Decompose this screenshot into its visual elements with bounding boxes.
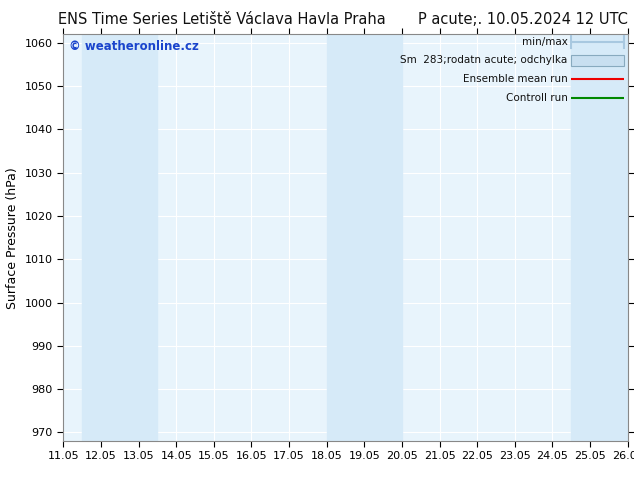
Text: Sm  283;rodatn acute; odchylka: Sm 283;rodatn acute; odchylka bbox=[400, 55, 567, 65]
Bar bbox=[571, 34, 628, 441]
Bar bbox=[82, 34, 157, 441]
Text: ENS Time Series Letiště Václava Havla Praha: ENS Time Series Letiště Václava Havla Pr… bbox=[58, 12, 385, 27]
Text: © weatheronline.cz: © weatheronline.cz bbox=[69, 40, 199, 53]
Text: Controll run: Controll run bbox=[505, 93, 567, 102]
Bar bbox=[327, 34, 402, 441]
Text: P acute;. 10.05.2024 12 UTC: P acute;. 10.05.2024 12 UTC bbox=[418, 12, 628, 27]
Text: min/max: min/max bbox=[522, 37, 567, 47]
Y-axis label: Surface Pressure (hPa): Surface Pressure (hPa) bbox=[6, 167, 19, 309]
Text: Ensemble mean run: Ensemble mean run bbox=[463, 74, 567, 84]
